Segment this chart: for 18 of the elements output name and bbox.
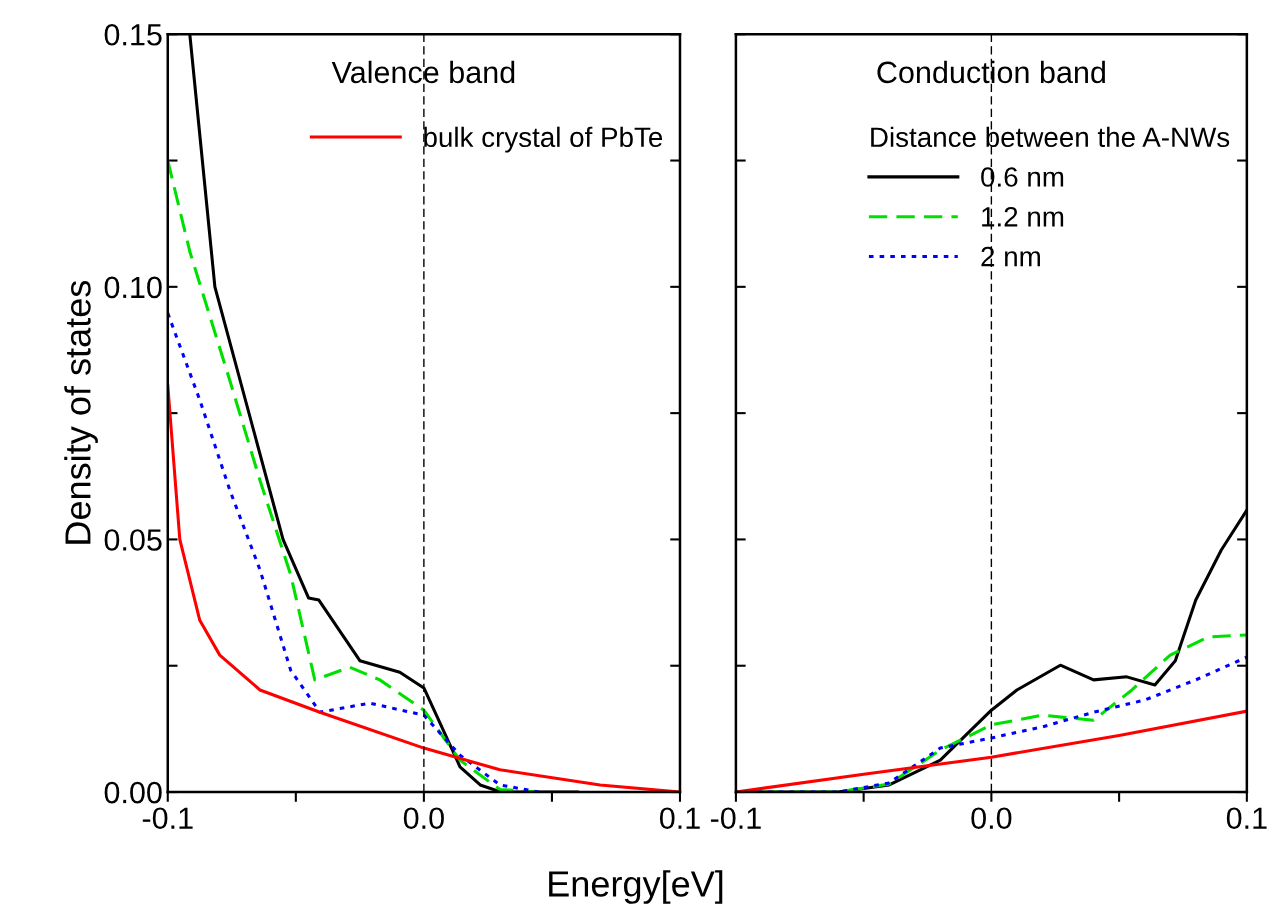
y-tick-label: 0.15: [104, 23, 162, 46]
x-tick-label: 0.0: [403, 807, 444, 830]
y-axis-title: Density of states: [64, 280, 98, 544]
legend-label: bulk crystal of PbTe: [424, 126, 663, 153]
x-axis-title: Energy[eV]: [549, 870, 723, 904]
y-tick-label: 0.00: [104, 781, 162, 804]
legend-label: 1.2 nm: [982, 206, 1064, 227]
y-tick-label: 0.10: [104, 276, 162, 299]
legend-title: Distance between the A-NWs: [871, 126, 1230, 148]
x-tick-label: 0.1: [1226, 807, 1267, 830]
x-tick-label: 0.0: [971, 807, 1012, 830]
x-tick-label: -0.1: [142, 807, 193, 830]
y-tick-label: 0.05: [104, 529, 162, 551]
text: Valence band: [331, 60, 515, 84]
x-tick-label: -0.1: [710, 807, 761, 830]
x-tick-label: 0.1: [659, 807, 700, 830]
legend-label: 0.6 nm: [981, 167, 1064, 187]
text: Conduction band: [877, 60, 1105, 84]
